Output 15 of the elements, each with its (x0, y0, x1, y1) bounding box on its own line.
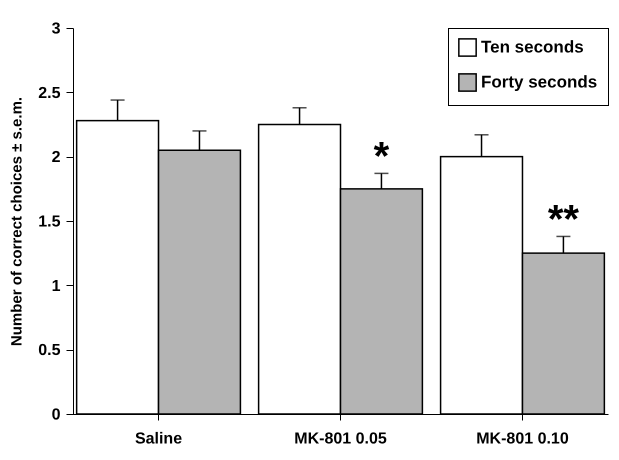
y-tick-label: 0 (52, 406, 61, 424)
x-tick-label: MK-801 0.05 (294, 430, 387, 448)
legend-label: Forty seconds (481, 72, 598, 92)
y-tick-label: 3 (52, 20, 61, 38)
y-tick-label: 1 (52, 278, 61, 295)
annotation: * (374, 134, 390, 179)
y-tick-label: 1.5 (38, 214, 61, 230)
y-tick-label: 2 (52, 149, 61, 166)
legend-label: Ten seconds (481, 38, 584, 56)
y-axis-title: Number of correct choices ± s.e.m. (8, 96, 26, 346)
y-tick-label: 2.5 (38, 84, 61, 102)
x-tick-label: MK-801 0.10 (476, 430, 569, 448)
x-tick-label: Saline (134, 430, 182, 448)
annotation: ** (548, 198, 580, 242)
y-tick-label: 0.5 (38, 342, 61, 360)
